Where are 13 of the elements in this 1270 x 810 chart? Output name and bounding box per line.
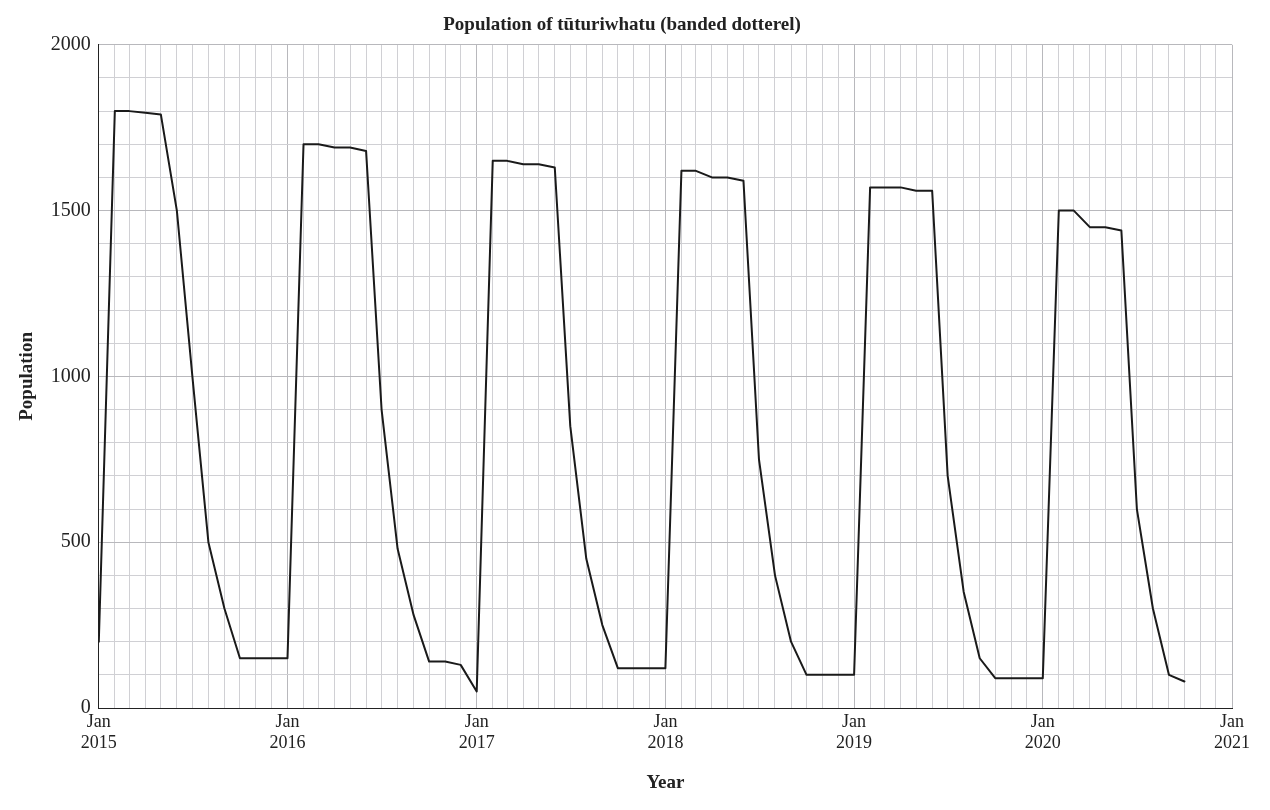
y-tick-label: 1500 [50, 197, 91, 220]
x-tick-label: Jan 2016 [269, 710, 306, 753]
y-tick-label: 2000 [50, 32, 91, 55]
x-tick-label: Jan 2017 [458, 710, 495, 753]
y-axis-title: Population [15, 331, 37, 421]
y-tick-label: 1000 [50, 363, 91, 386]
x-axis-title: Year [646, 770, 685, 792]
x-tick-label: Jan 2020 [1024, 710, 1061, 753]
chart-title: Population of tūturiwhatu (banded dotterel) [443, 13, 801, 36]
y-tick-label: 500 [60, 529, 91, 552]
x-tick-label: Jan 2021 [1214, 710, 1250, 753]
x-tick-label: Jan 2018 [647, 710, 684, 753]
x-tick-label: Jan 2019 [836, 710, 873, 753]
